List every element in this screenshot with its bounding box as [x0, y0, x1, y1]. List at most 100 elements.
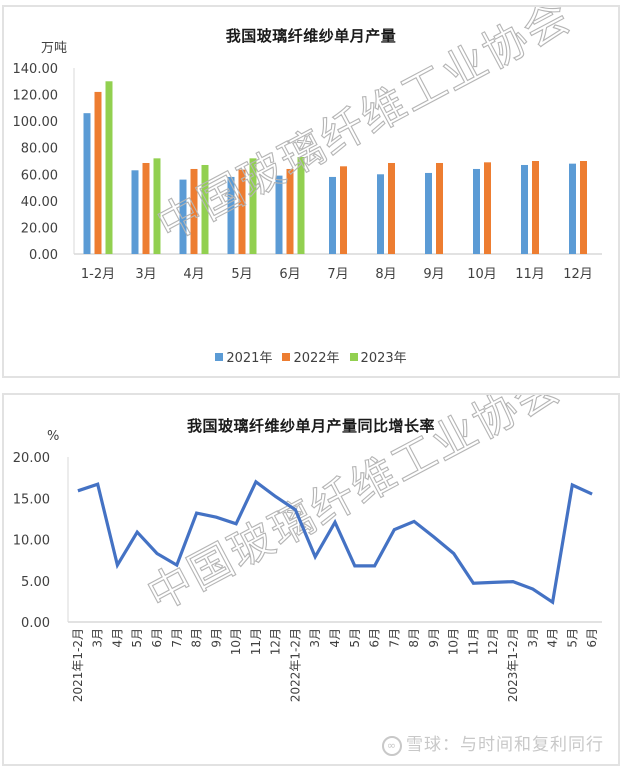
line-chart-y-unit: % — [47, 429, 60, 444]
watermark-text: 中国玻璃纤维工业协会 — [149, 7, 579, 252]
x-tick-label: 12月 — [269, 628, 283, 655]
x-tick-label: 10月 — [447, 628, 461, 655]
line-chart-plot: 0.00 5.00 10.00 15.00 20.00 中国玻璃纤维工业协会 2021年1-… — [13, 395, 602, 702]
watermark-text: 中国玻璃纤维工业协会 — [139, 395, 569, 622]
bar-chart-title: 我国玻璃纤维纱单月产量 — [225, 27, 397, 45]
legend-swatch-icon — [215, 353, 224, 361]
y-tick-label: 40.00 — [21, 195, 58, 210]
bar-chart-panel: 我国玻璃纤维纱单月产量 万吨 0.00 20.00 40.00 60.00 80.00 1… — [2, 5, 620, 378]
x-tick-label: 7月 — [387, 628, 401, 648]
bar-2021年-5月 — [227, 176, 235, 254]
y-tick-label: 5.00 — [21, 575, 50, 590]
y-tick-label: 0.00 — [29, 248, 58, 263]
bar-2022年-4月 — [190, 168, 198, 254]
bar-2022年-10月 — [484, 162, 491, 254]
x-tick-label: 11月 — [249, 628, 263, 655]
bar-2021年-7月 — [329, 176, 336, 254]
bar-2022年-6月 — [286, 168, 294, 254]
y-tick-label: 20.00 — [13, 451, 50, 466]
x-tick-label: 6月 — [368, 628, 382, 648]
x-tick-label: 4月 — [546, 628, 560, 648]
line-chart-panel: 我国玻璃纤维纱单月产量同比增长率 % 0.00 5.00 10.00 15.00 20.… — [2, 393, 620, 766]
y-tick-label: 20.00 — [21, 221, 58, 236]
bar-2021年-9月 — [425, 172, 432, 254]
x-tick-label: 11月 — [466, 628, 480, 655]
y-tick-label: 10.00 — [13, 534, 50, 549]
x-tick-label: 9月 — [209, 628, 223, 648]
footer-watermark: ∞ 雪球：与时间和复利同行 — [382, 730, 604, 756]
y-tick-label: 15.00 — [13, 492, 50, 507]
x-tick-label: 5月 — [348, 628, 362, 648]
x-tick-label: 6月 — [585, 628, 599, 648]
legend-label: 2022年 — [293, 351, 340, 366]
bar-2022年-1-2月 — [94, 91, 102, 255]
x-tick-label: 9月 — [423, 267, 444, 282]
x-tick-label: 3月 — [526, 628, 540, 648]
x-tick-label: 12月 — [486, 628, 500, 655]
x-tick-label: 7月 — [170, 628, 184, 648]
y-tick-label: 80.00 — [21, 142, 58, 157]
bar-chart-y-unit: 万吨 — [41, 41, 68, 56]
x-tick-label: 4月 — [110, 628, 124, 648]
bar-2022年-11月 — [532, 161, 539, 254]
bar-2021年-10月 — [473, 168, 480, 254]
x-tick-label: 3月 — [135, 267, 156, 282]
y-tick-label: 0.00 — [21, 616, 50, 631]
bar-2022年-12月 — [580, 161, 587, 254]
x-tick-label: 3月 — [91, 628, 105, 648]
x-tick-label: 10月 — [467, 267, 497, 282]
y-tick-label: 100.00 — [13, 115, 59, 130]
bar-chart-legend: 2021年 2022年 2023年 — [4, 347, 618, 366]
bar-2021年-3月 — [131, 170, 139, 254]
bar-2021年-11月 — [521, 164, 528, 254]
x-tick-label: 8月 — [375, 267, 396, 282]
legend-swatch-icon — [349, 353, 358, 361]
line-chart-title: 我国玻璃纤维纱单月产量同比增长率 — [186, 417, 435, 435]
y-tick-label: 140.00 — [13, 62, 59, 77]
footer-text: 雪球：与时间和复利同行 — [406, 735, 604, 755]
legend-label: 2021年 — [226, 351, 273, 366]
legend-label: 2023年 — [360, 351, 407, 366]
x-tick-label: 6月 — [279, 267, 300, 282]
x-tick-label: 12月 — [563, 267, 593, 282]
bar-2023年-5月 — [249, 158, 257, 254]
x-tick-label: 9月 — [427, 628, 441, 648]
bar-2022年-7月 — [340, 166, 347, 254]
bar-2023年-1-2月 — [105, 81, 113, 255]
x-tick-label: 1-2月 — [81, 267, 115, 282]
bar-2023年-3月 — [153, 158, 161, 254]
bar-2021年-1-2月 — [83, 113, 91, 255]
x-tick-label: 11月 — [515, 267, 545, 282]
legend-swatch-icon — [282, 353, 291, 361]
x-tick-label: 3月 — [308, 628, 322, 648]
bar-2021年-4月 — [179, 179, 187, 254]
x-tick-label: 8月 — [407, 628, 421, 648]
bar-2023年-4月 — [201, 164, 209, 254]
bar-2022年-5月 — [238, 169, 246, 254]
x-tick-label: 8月 — [190, 628, 204, 648]
y-tick-label: 120.00 — [13, 89, 59, 104]
x-tick-label: 4月 — [183, 267, 204, 282]
x-tick-label: 4月 — [328, 628, 342, 648]
x-tick-label: 2021年1-2月 — [71, 628, 85, 702]
bar-2023年-6月 — [297, 157, 305, 254]
bar-2021年-8月 — [377, 174, 384, 254]
legend-item-2023年: 2023年 — [349, 347, 407, 366]
x-tick-label: 5月 — [130, 628, 144, 648]
bar-2022年-9月 — [436, 162, 443, 254]
bar-2021年-12月 — [569, 163, 576, 254]
bar-2022年-3月 — [142, 162, 150, 254]
x-tick-label: 5月 — [231, 267, 252, 282]
y-tick-label: 60.00 — [21, 168, 58, 183]
x-tick-label: 2023年1-2月 — [506, 628, 520, 702]
legend-item-2022年: 2022年 — [282, 347, 340, 366]
x-tick-label: 5月 — [565, 628, 579, 648]
xueqiu-logo-icon: ∞ — [382, 736, 402, 756]
x-tick-label: 7月 — [327, 267, 348, 282]
x-tick-label: 10月 — [229, 628, 243, 655]
legend-item-2021年: 2021年 — [215, 347, 272, 366]
growth-rate-line — [77, 479, 593, 605]
x-tick-label: 6月 — [150, 628, 164, 648]
bar-chart-plot: 0.00 20.00 40.00 60.00 80.00 100.00 120.00 140.… — [13, 7, 602, 282]
x-tick-label: 2022年1-2月 — [288, 628, 302, 702]
